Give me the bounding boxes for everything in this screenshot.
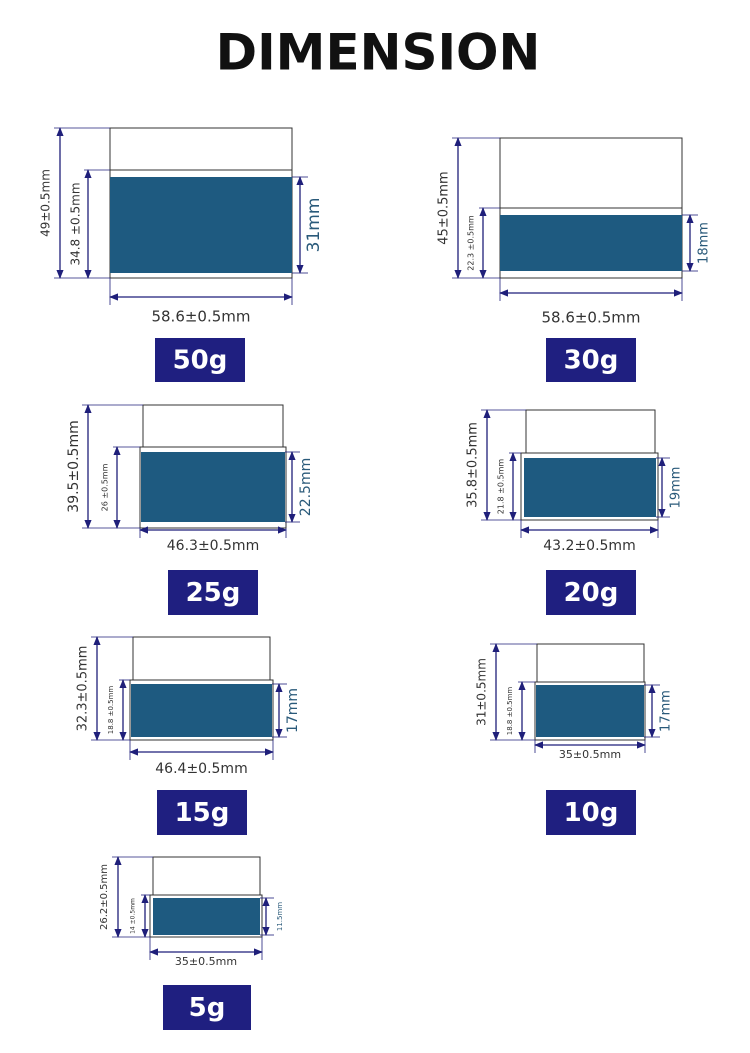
jar-lid [152, 856, 261, 896]
jar-label [536, 685, 644, 737]
label-height-text: 18mm [697, 222, 712, 264]
body-height-text: 22.3 ±0.5mm [467, 215, 476, 271]
label-height-text: 17mm [659, 690, 674, 732]
total-height-text: 31±0.5mm [475, 658, 489, 726]
label-height-text: 17mm [285, 688, 301, 733]
label-height-text: 11.5mm [276, 902, 284, 931]
label-height-text: 31mm [304, 198, 324, 253]
jar-label [500, 215, 682, 271]
weight-text: 50g [173, 346, 228, 376]
weight-badge [157, 790, 247, 835]
body-height-text: 18.8 ±0.5mm [506, 687, 514, 736]
width-text: 46.3±0.5mm [167, 538, 259, 554]
body-height-text: 18.8 ±0.5mm [107, 686, 115, 735]
jar-label [141, 452, 285, 522]
width-text: 58.6±0.5mm [151, 308, 250, 326]
weight-text: 25g [186, 578, 241, 608]
weight-badge [546, 570, 636, 615]
body-height-text: 34.8 ±0.5mm [69, 182, 83, 265]
width-text: 35±0.5mm [175, 955, 237, 968]
jar-lid [499, 137, 683, 209]
total-height-text: 35.8±0.5mm [466, 422, 481, 508]
total-height-text: 32.3±0.5mm [76, 646, 91, 732]
body-height-text: 21.8 ±0.5mm [497, 459, 506, 515]
label-height-text: 19mm [669, 467, 684, 509]
jar-lid [109, 127, 293, 171]
jar-lid [525, 409, 656, 454]
total-height-text: 26.2±0.5mm [99, 864, 110, 930]
jar-label [110, 177, 292, 273]
jar-label [153, 898, 260, 935]
weight-badge [155, 338, 245, 382]
body-height-text: 26 ±0.5mm [101, 463, 110, 511]
total-height-text: 49±0.5mm [39, 169, 53, 237]
width-text: 58.6±0.5mm [541, 309, 640, 327]
weight-text: 5g [189, 993, 226, 1023]
jar-lid [132, 636, 271, 681]
weight-badge [546, 790, 636, 835]
weight-text: 30g [564, 346, 619, 376]
weight-badge [163, 985, 251, 1030]
jar-label [131, 684, 272, 737]
width-text: 35±0.5mm [559, 748, 621, 761]
weight-badge [546, 338, 636, 382]
label-height-text: 22.5mm [298, 458, 314, 516]
jar-lid [536, 643, 645, 683]
weight-text: 15g [175, 798, 230, 828]
jar-lid [142, 404, 284, 448]
weight-text: 10g [564, 798, 619, 828]
total-height-text: 45±0.5mm [437, 171, 452, 244]
width-text: 43.2±0.5mm [543, 538, 635, 554]
width-text: 46.4±0.5mm [155, 761, 247, 777]
page-title: DIMENSION [216, 24, 541, 82]
jar-label [524, 458, 656, 517]
weight-badge [168, 570, 258, 615]
total-height-text: 39.5±0.5mm [66, 420, 82, 512]
weight-text: 20g [564, 578, 619, 608]
body-height-text: 14 ±0.5mm [130, 898, 137, 934]
